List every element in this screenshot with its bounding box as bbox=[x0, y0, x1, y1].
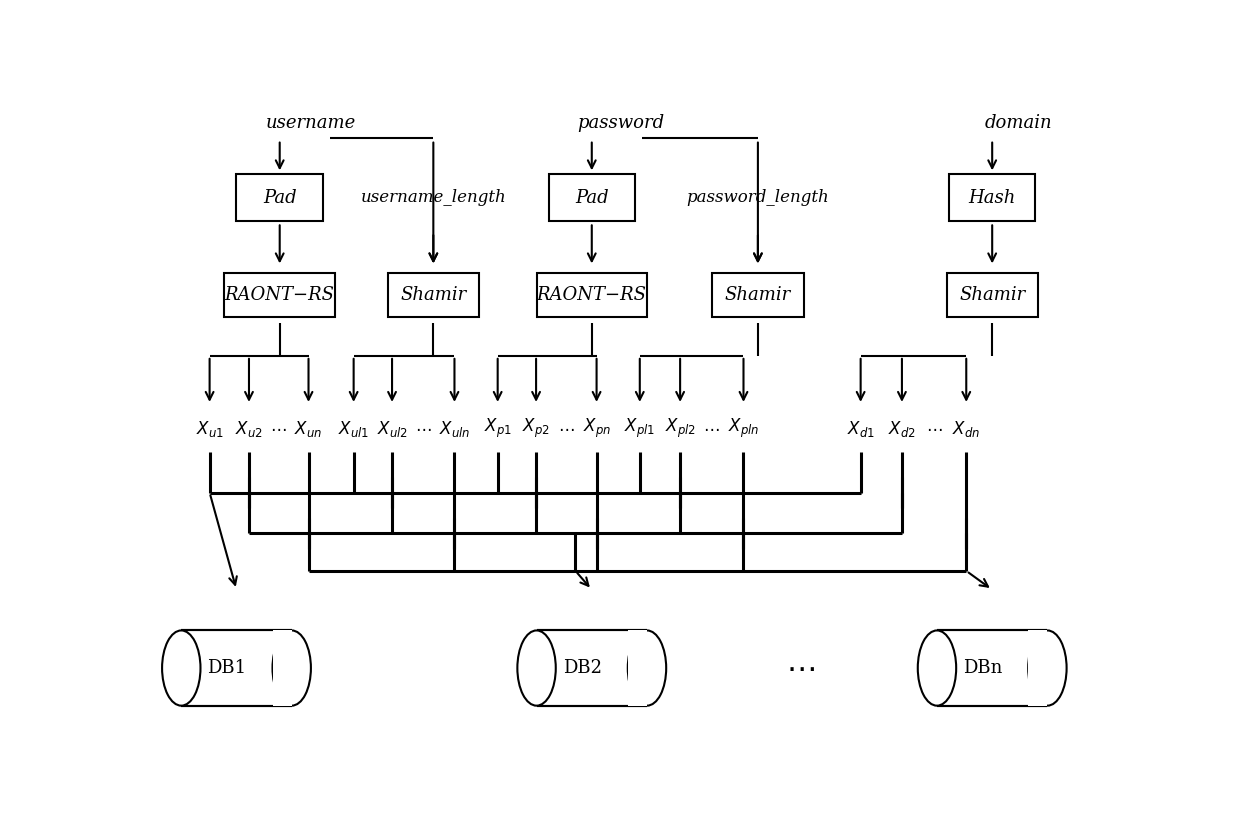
Bar bbox=[712, 274, 804, 317]
Text: Hash: Hash bbox=[969, 189, 1016, 207]
Text: password: password bbox=[577, 114, 664, 132]
Bar bbox=[536, 630, 647, 706]
Bar bbox=[1028, 630, 1047, 706]
Text: username: username bbox=[265, 114, 356, 132]
Text: $X_{u2}$: $X_{u2}$ bbox=[235, 418, 263, 439]
Ellipse shape bbox=[518, 630, 556, 706]
Bar bbox=[388, 274, 479, 317]
Text: $\cdots$: $\cdots$ bbox=[926, 420, 943, 437]
Bar bbox=[536, 274, 647, 317]
Text: $\cdots$: $\cdots$ bbox=[704, 420, 720, 437]
Bar bbox=[949, 174, 1036, 221]
Ellipse shape bbox=[628, 630, 667, 706]
Text: $X_{dn}$: $X_{dn}$ bbox=[953, 418, 980, 439]
Text: RAONT−RS: RAONT−RS bbox=[224, 286, 335, 304]
Text: username_length: username_length bbox=[361, 190, 507, 207]
Ellipse shape bbox=[1028, 630, 1067, 706]
Text: $X_{d1}$: $X_{d1}$ bbox=[846, 418, 875, 439]
Text: DB1: DB1 bbox=[207, 659, 247, 677]
Text: $X_{pln}$: $X_{pln}$ bbox=[727, 417, 760, 440]
Text: Pad: Pad bbox=[575, 189, 608, 207]
Ellipse shape bbox=[918, 630, 957, 706]
Bar bbox=[628, 630, 647, 706]
Bar bbox=[549, 174, 636, 221]
Text: $X_{p2}$: $X_{p2}$ bbox=[522, 417, 550, 440]
Text: Shamir: Shamir bbox=[725, 286, 790, 304]
Text: $X_{un}$: $X_{un}$ bbox=[295, 418, 322, 439]
Bar bbox=[937, 630, 1047, 706]
Text: $\cdots$: $\cdots$ bbox=[786, 653, 814, 684]
Text: $X_{pl2}$: $X_{pl2}$ bbox=[664, 417, 695, 440]
Ellipse shape bbox=[162, 630, 201, 706]
Ellipse shape bbox=[273, 630, 311, 706]
Text: $\cdots$: $\cdots$ bbox=[270, 420, 287, 437]
Text: password_length: password_length bbox=[686, 190, 829, 207]
Text: $X_{p1}$: $X_{p1}$ bbox=[483, 417, 512, 440]
Bar bbox=[224, 274, 335, 317]
Text: $X_{pl1}$: $X_{pl1}$ bbox=[624, 417, 655, 440]
Text: DBn: DBn bbox=[963, 659, 1002, 677]
Text: $X_{uln}$: $X_{uln}$ bbox=[439, 418, 470, 439]
Bar bbox=[273, 630, 291, 706]
Text: RAONT−RS: RAONT−RS bbox=[536, 286, 647, 304]
Bar bbox=[181, 630, 291, 706]
Text: $X_{ul1}$: $X_{ul1}$ bbox=[338, 418, 369, 439]
Text: Shamir: Shamir bbox=[959, 286, 1026, 304]
Text: Shamir: Shamir bbox=[400, 286, 466, 304]
Bar bbox=[947, 274, 1038, 317]
Text: $\cdots$: $\cdots$ bbox=[558, 420, 575, 437]
Text: DB2: DB2 bbox=[563, 659, 602, 677]
Text: $X_{pn}$: $X_{pn}$ bbox=[582, 417, 611, 440]
Text: Pad: Pad bbox=[263, 189, 296, 207]
Text: $X_{ul2}$: $X_{ul2}$ bbox=[377, 418, 408, 439]
Text: domain: domain bbox=[985, 114, 1052, 132]
Text: $\cdots$: $\cdots$ bbox=[415, 420, 431, 437]
Text: $X_{u1}$: $X_{u1}$ bbox=[196, 418, 223, 439]
Text: $X_{d2}$: $X_{d2}$ bbox=[888, 418, 916, 439]
Bar bbox=[237, 174, 323, 221]
